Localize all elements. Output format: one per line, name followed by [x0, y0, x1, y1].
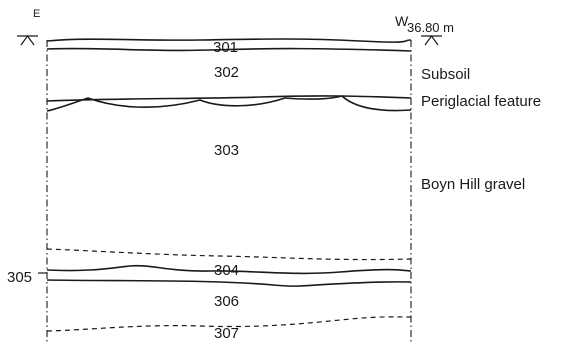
datum-marker-west-icon — [421, 34, 442, 46]
context-307: 307 — [214, 325, 239, 342]
boundary-305-306 — [46, 279, 412, 287]
label-boyn-hill-gravel: Boyn Hill gravel — [421, 176, 525, 193]
direction-east-label: E — [33, 8, 40, 20]
direction-west-label: W — [395, 13, 409, 29]
boundary-302-303 — [46, 95, 412, 102]
datum-marker-east-icon — [17, 34, 38, 46]
context-301: 301 — [213, 39, 238, 56]
boundary-306-307 — [46, 316, 412, 332]
context-304: 304 — [214, 262, 239, 279]
context-302: 302 — [214, 64, 239, 81]
context-306: 306 — [214, 293, 239, 310]
boundary-ground-surface — [46, 38, 412, 43]
boundary-301-302 — [46, 47, 412, 52]
context-305: 305 — [7, 269, 32, 286]
label-periglacial-feature: Periglacial feature — [421, 93, 541, 110]
datum-elevation-label: 36.80 m — [407, 20, 454, 35]
label-subsoil: Subsoil — [421, 66, 470, 83]
periglacial-feature-base — [46, 95, 412, 112]
context-303: 303 — [214, 142, 239, 159]
boundary-303-304 — [46, 248, 412, 261]
boundary-304-305 — [46, 264, 412, 275]
